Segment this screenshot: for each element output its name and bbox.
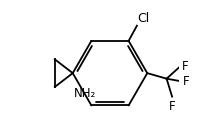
Text: F: F xyxy=(183,75,189,88)
Text: NH₂: NH₂ xyxy=(74,87,96,100)
Text: Cl: Cl xyxy=(138,12,150,25)
Text: F: F xyxy=(169,100,175,113)
Text: F: F xyxy=(182,60,188,73)
